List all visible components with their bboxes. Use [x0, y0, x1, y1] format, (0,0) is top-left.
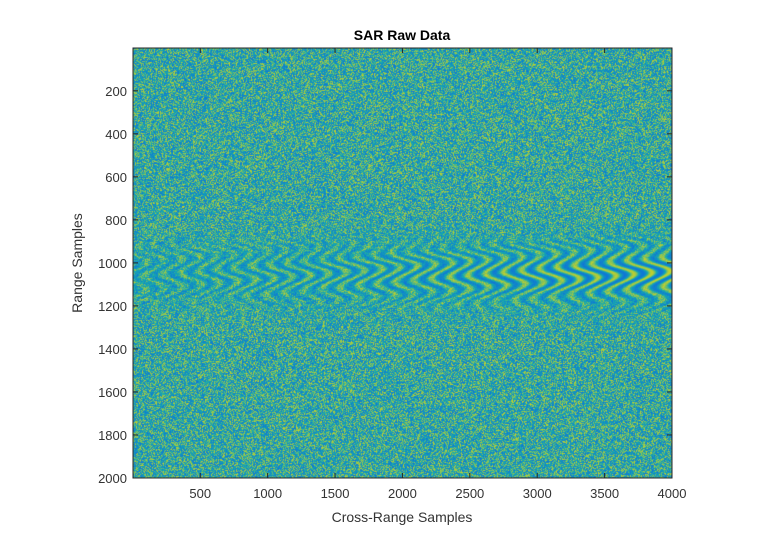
- y-tick-label: 800: [105, 213, 127, 228]
- x-tick-label: 500: [189, 486, 211, 501]
- heatmap-image: [133, 48, 672, 478]
- y-tick-label: 400: [105, 127, 127, 142]
- x-tick-label: 3000: [523, 486, 552, 501]
- y-tick-label: 1200: [98, 299, 127, 314]
- x-tick-label: 2000: [388, 486, 417, 501]
- y-axis-label: Range Samples: [69, 213, 85, 313]
- y-axis: 200 400 600 800 1000 1200 1400 1600 1800 2000: [98, 84, 672, 486]
- y-tick-label: 1600: [98, 385, 127, 400]
- heatmap-raster: [133, 48, 672, 478]
- x-tick-label: 1000: [253, 486, 282, 501]
- y-tick-label: 1800: [98, 428, 127, 443]
- y-tick-label: 600: [105, 170, 127, 185]
- y-tick-label: 1400: [98, 342, 127, 357]
- y-tick-label: 200: [105, 84, 127, 99]
- y-tick-label: 2000: [98, 471, 127, 486]
- chart-title: SAR Raw Data: [354, 27, 451, 43]
- x-tick-label: 1500: [321, 486, 350, 501]
- x-axis: 500 1000 1500 2000 2500 3000 3500 4000: [189, 48, 686, 501]
- x-tick-label: 2500: [455, 486, 484, 501]
- y-tick-label: 1000: [98, 256, 127, 271]
- x-tick-label: 3500: [590, 486, 619, 501]
- x-axis-label: Cross-Range Samples: [332, 509, 473, 525]
- x-tick-label: 4000: [658, 486, 687, 501]
